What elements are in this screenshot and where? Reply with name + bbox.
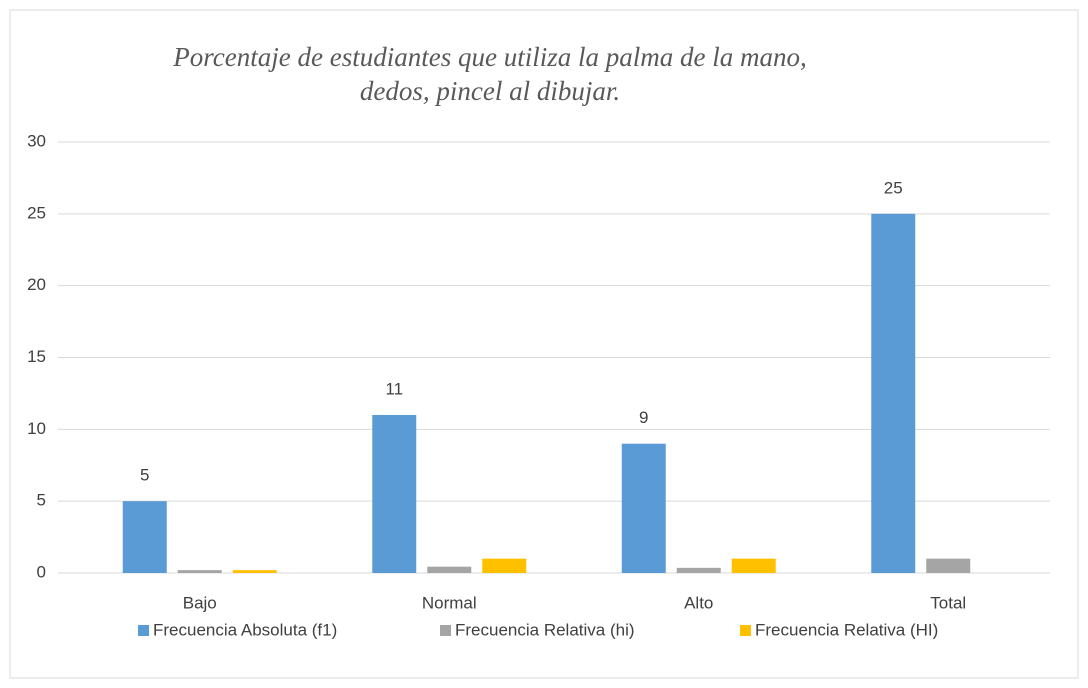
legend-swatch [440,625,451,636]
y-tick-label: 30 [27,131,46,150]
y-tick-label: 20 [27,275,46,294]
chart-border [9,9,1079,679]
bar [676,567,721,573]
data-label: 9 [639,408,648,427]
y-tick-label: 15 [27,347,46,366]
y-tick-label: 0 [37,562,46,581]
data-label: 11 [385,379,403,398]
bar [122,501,167,573]
y-tick-label: 10 [27,419,46,438]
y-tick-label: 25 [27,203,46,222]
bar [926,558,971,573]
bar [427,566,472,573]
bar [482,558,527,573]
x-tick-label: Alto [684,593,713,612]
bar [372,414,417,573]
x-tick-label: Total [930,593,966,612]
bar [731,558,776,573]
bar [232,570,277,573]
bar [621,443,666,573]
x-tick-label: Bajo [183,593,217,612]
x-tick-label: Normal [422,593,477,612]
data-label: 5 [140,466,149,485]
legend-swatch [138,625,149,636]
legend-label: Frecuencia Absoluta (f1) [153,620,337,639]
bar [177,570,222,573]
bar [871,213,916,574]
data-label: 25 [884,178,903,197]
legend-label: Frecuencia Relativa (hi) [455,620,635,639]
legend-label: Frecuencia Relativa (HI) [755,620,938,639]
legend-swatch [740,625,751,636]
chart-title: Porcentaje de estudiantes que utiliza la… [173,42,807,106]
y-tick-label: 5 [37,491,46,510]
